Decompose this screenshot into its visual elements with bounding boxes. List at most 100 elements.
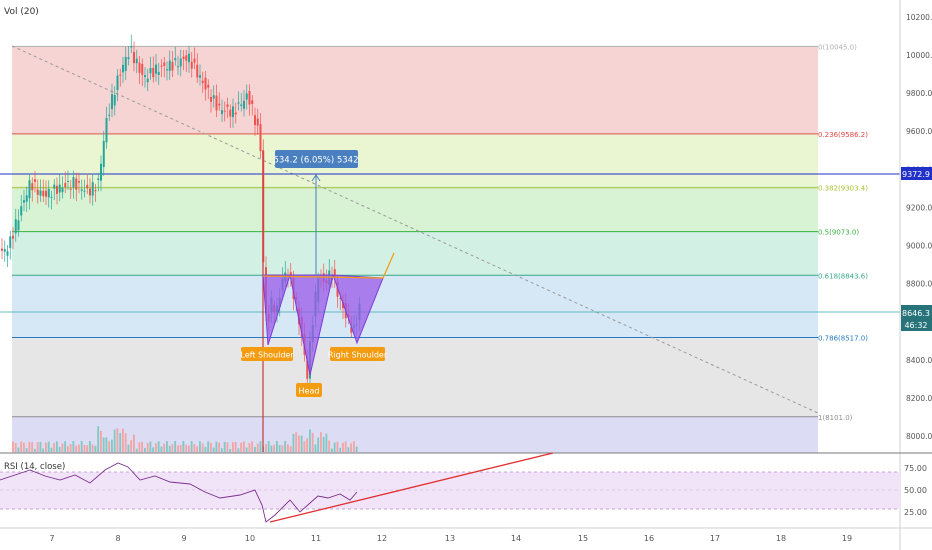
volume-bar: [240, 442, 243, 452]
volume-bar: [20, 441, 23, 452]
volume-bar: [265, 444, 267, 452]
candle-body: [23, 200, 25, 203]
candle-body: [97, 178, 100, 180]
candle-body: [256, 118, 259, 126]
price-tick-7: 8800.0: [906, 280, 932, 289]
candle-body: [185, 55, 188, 61]
time-tick-10: 17: [710, 534, 720, 543]
volume-bar: [17, 447, 20, 452]
volume-bar: [331, 448, 333, 452]
fib-zone-0.236-0.382: [12, 133, 818, 186]
volume-bar: [75, 445, 78, 452]
rsi-line: [0, 462, 358, 523]
candle-body: [34, 179, 36, 182]
left-shoulder-shape: [262, 274, 291, 346]
volume-bar: [303, 441, 306, 452]
candle-body: [196, 64, 199, 78]
candle-body: [14, 219, 17, 234]
candle-body: [201, 80, 204, 83]
volume-bar: [350, 443, 353, 452]
candle-body: [108, 114, 111, 116]
candle-body: [69, 188, 72, 190]
dashed-trend-line[interactable]: [11, 45, 819, 414]
price-axis[interactable]: 10200.010000.09800.09600.09400.09200.090…: [899, 0, 932, 550]
volume-bar: [31, 442, 34, 452]
head-badge: [296, 383, 322, 397]
volume-bar: [78, 444, 80, 452]
candle-body: [199, 75, 201, 78]
time-axis[interactable]: 7 8 9 10 11 12 13 14 15 16 17 18 19: [0, 527, 932, 543]
candle-body: [160, 65, 163, 67]
volume-bar: [177, 445, 179, 452]
volume-bar: [146, 442, 149, 452]
candle-body: [163, 62, 166, 66]
candle-body: [102, 141, 105, 168]
volume-bar: [163, 443, 166, 452]
volume-indicator-label[interactable]: Vol (20): [4, 7, 39, 17]
volume-bar: [94, 445, 97, 452]
candle-body: [25, 195, 28, 202]
volume-bar: [207, 441, 210, 452]
current-price-badge-box: [901, 305, 932, 331]
candle-body: [45, 190, 47, 197]
volume-bar: [160, 446, 163, 452]
volume-bar: [102, 437, 105, 452]
volume-bar: [12, 441, 14, 452]
volume-bar: [342, 442, 344, 452]
candle-body: [116, 75, 119, 91]
volume-bar: [317, 437, 320, 452]
volume-bar: [100, 430, 102, 452]
candle-body: [6, 251, 9, 256]
time-tick-1: 8: [115, 534, 120, 543]
measure-tool[interactable]: 534.2 (6.05%) 5342: [273, 150, 359, 275]
volume-bar: [23, 442, 25, 452]
volume-bar: [278, 444, 281, 452]
candle-body: [141, 64, 144, 75]
rsi-pane[interactable]: RSI (14, close) 75.00 50.00 25.00: [0, 452, 927, 523]
fib-lines: 0(10045.0) 0.236(9586.2) 0.382(9303.4) 0.5(…: [12, 43, 868, 422]
inverse-head-shoulders-pattern[interactable]: [262, 252, 395, 376]
volume-bar: [306, 438, 309, 452]
candle-body: [243, 100, 245, 109]
price-tick-1: 10000.0: [906, 51, 932, 60]
rsi-indicator-label[interactable]: RSI (14, close): [4, 462, 65, 472]
volume-bar: [254, 446, 256, 452]
volume-bar: [58, 446, 61, 452]
candle-body: [122, 64, 124, 73]
volume-bar: [130, 440, 133, 452]
rsi-trend-line[interactable]: [269, 452, 554, 523]
candle-body: [138, 62, 141, 73]
price-tick-11: 8000.0: [906, 432, 932, 441]
volume-bar: [89, 441, 91, 452]
volume-bar: [259, 441, 262, 452]
candle-body: [111, 94, 113, 110]
volume-bar: [281, 445, 284, 452]
candle-body: [50, 197, 53, 199]
candle-body: [119, 74, 122, 76]
candle-body: [91, 182, 94, 196]
candle-body: [72, 177, 75, 188]
volume-bar: [201, 443, 204, 452]
volume-bar: [210, 443, 212, 452]
candle-body: [146, 78, 149, 83]
volume-bar: [190, 441, 193, 452]
volume-bar: [226, 442, 229, 452]
volume-bar: [314, 444, 317, 452]
candle-body: [149, 68, 152, 74]
candle-body: [342, 301, 344, 309]
candle-body: [240, 104, 243, 107]
volume-bar: [256, 443, 259, 452]
price-badge-box: [901, 167, 932, 180]
candle-body: [86, 184, 89, 189]
left-shoulder-badge: [241, 347, 293, 361]
volume-bar: [270, 445, 273, 452]
pattern-labels: Left Shoulder Head Right Shoulder: [240, 347, 388, 397]
volume-bar: [113, 429, 116, 452]
volume-bar: [83, 445, 86, 452]
volume-bar: [284, 441, 287, 452]
candle-body: [61, 187, 64, 193]
fib-zone-0.382-0.5: [12, 186, 818, 231]
time-tick-2: 9: [181, 534, 186, 543]
right-shoulder-badge: [330, 347, 385, 361]
